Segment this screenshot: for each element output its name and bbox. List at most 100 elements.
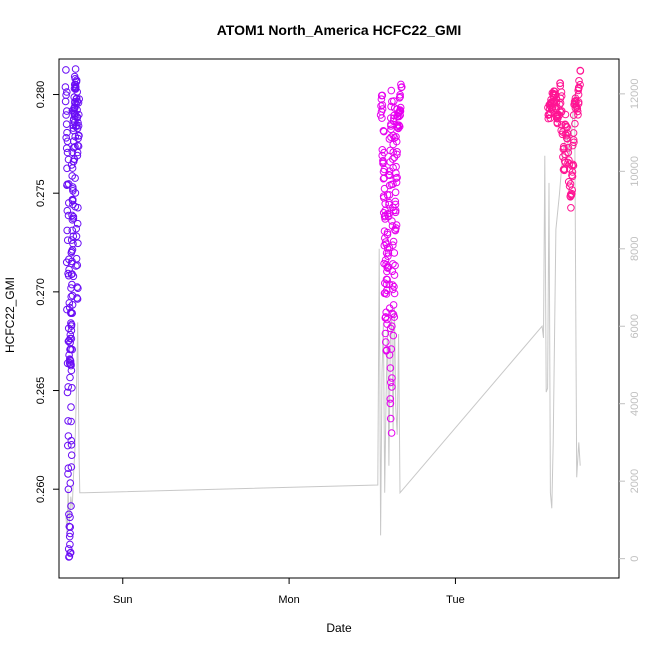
data-point bbox=[557, 88, 566, 96]
data-point bbox=[396, 92, 405, 101]
data-point bbox=[391, 261, 399, 270]
data-point bbox=[390, 249, 399, 257]
data-point bbox=[566, 180, 575, 188]
data-point bbox=[73, 219, 82, 228]
y2-tick-label: 8000 bbox=[629, 237, 641, 261]
data-point bbox=[63, 226, 71, 235]
data-point bbox=[558, 130, 567, 139]
y-axis-left: 0.260 0.265 0.270 0.275 0.280 bbox=[35, 81, 59, 503]
data-point bbox=[386, 364, 395, 372]
data-point bbox=[66, 373, 74, 382]
data-point bbox=[392, 178, 401, 187]
data-point bbox=[64, 545, 73, 553]
data-point bbox=[73, 294, 81, 302]
data-point bbox=[574, 98, 583, 106]
data-point bbox=[385, 167, 394, 175]
data-point bbox=[63, 236, 72, 244]
data-point bbox=[66, 523, 74, 531]
data-point bbox=[69, 185, 77, 193]
data-point bbox=[562, 131, 571, 140]
data-point bbox=[69, 187, 77, 195]
data-point bbox=[74, 239, 82, 248]
data-point bbox=[393, 121, 402, 129]
data-point bbox=[383, 267, 391, 276]
data-point bbox=[63, 388, 72, 397]
data-point bbox=[67, 403, 75, 411]
data-point bbox=[68, 216, 77, 224]
data-point bbox=[378, 105, 387, 113]
data-point bbox=[382, 275, 391, 284]
data-point bbox=[389, 237, 398, 246]
y-tick-label: 0.265 bbox=[35, 377, 47, 405]
data-point bbox=[378, 101, 387, 109]
data-point bbox=[68, 148, 77, 157]
data-point bbox=[63, 107, 71, 115]
data-point bbox=[394, 124, 403, 133]
data-point bbox=[564, 148, 573, 157]
data-point bbox=[62, 144, 71, 152]
data-point bbox=[74, 132, 83, 140]
data-point bbox=[380, 127, 388, 136]
data-point bbox=[387, 429, 396, 437]
data-point bbox=[379, 157, 387, 165]
data-point bbox=[69, 124, 77, 132]
data-point bbox=[74, 118, 82, 127]
points-layer bbox=[61, 65, 585, 561]
data-point bbox=[65, 532, 74, 541]
data-point bbox=[64, 155, 73, 164]
data-point bbox=[68, 172, 76, 180]
data-point bbox=[393, 150, 401, 159]
data-point bbox=[67, 161, 76, 169]
data-point bbox=[387, 86, 396, 95]
y2-tick-label: 12000 bbox=[629, 79, 641, 110]
data-point bbox=[67, 248, 76, 257]
data-point bbox=[560, 144, 568, 153]
x-tick-label: Tue bbox=[446, 594, 465, 606]
data-point bbox=[67, 417, 75, 426]
data-point bbox=[65, 358, 74, 367]
data-point bbox=[386, 395, 395, 403]
data-point bbox=[68, 291, 77, 300]
data-point bbox=[72, 78, 81, 86]
data-point bbox=[576, 80, 584, 89]
data-point bbox=[393, 148, 401, 156]
data-point bbox=[561, 110, 570, 119]
plot-frame bbox=[58, 58, 620, 579]
data-point bbox=[552, 94, 561, 102]
y-tick-label: 0.280 bbox=[35, 81, 47, 109]
data-point bbox=[386, 414, 395, 423]
data-point bbox=[68, 270, 76, 278]
data-point bbox=[66, 330, 75, 339]
data-point bbox=[68, 211, 76, 220]
data-point bbox=[575, 77, 583, 85]
data-point bbox=[62, 111, 70, 119]
data-point bbox=[557, 92, 566, 100]
y2-tick-label: 10000 bbox=[629, 156, 641, 187]
data-point bbox=[389, 301, 398, 309]
data-point bbox=[67, 436, 76, 445]
data-point bbox=[387, 133, 395, 141]
data-point bbox=[379, 159, 387, 168]
data-point bbox=[387, 102, 395, 111]
data-point bbox=[69, 239, 77, 248]
data-point bbox=[390, 282, 398, 291]
data-point bbox=[378, 146, 387, 154]
secondary-series-layer bbox=[65, 93, 581, 536]
data-point bbox=[381, 329, 390, 338]
data-point bbox=[75, 110, 83, 119]
data-point bbox=[576, 66, 585, 75]
x-tick-label: Mon bbox=[278, 594, 299, 606]
data-point bbox=[568, 189, 576, 198]
data-point bbox=[395, 122, 404, 131]
y-tick-label: 0.270 bbox=[35, 278, 47, 306]
data-point bbox=[390, 289, 399, 298]
data-point bbox=[64, 417, 72, 425]
data-point bbox=[387, 125, 395, 134]
data-point bbox=[390, 271, 399, 279]
data-point bbox=[393, 173, 401, 182]
y-axis-right: 0 2000 4000 6000 8000 10000 12000 bbox=[619, 79, 641, 562]
data-point bbox=[563, 130, 572, 138]
data-point bbox=[392, 137, 401, 146]
data-point bbox=[74, 99, 83, 107]
